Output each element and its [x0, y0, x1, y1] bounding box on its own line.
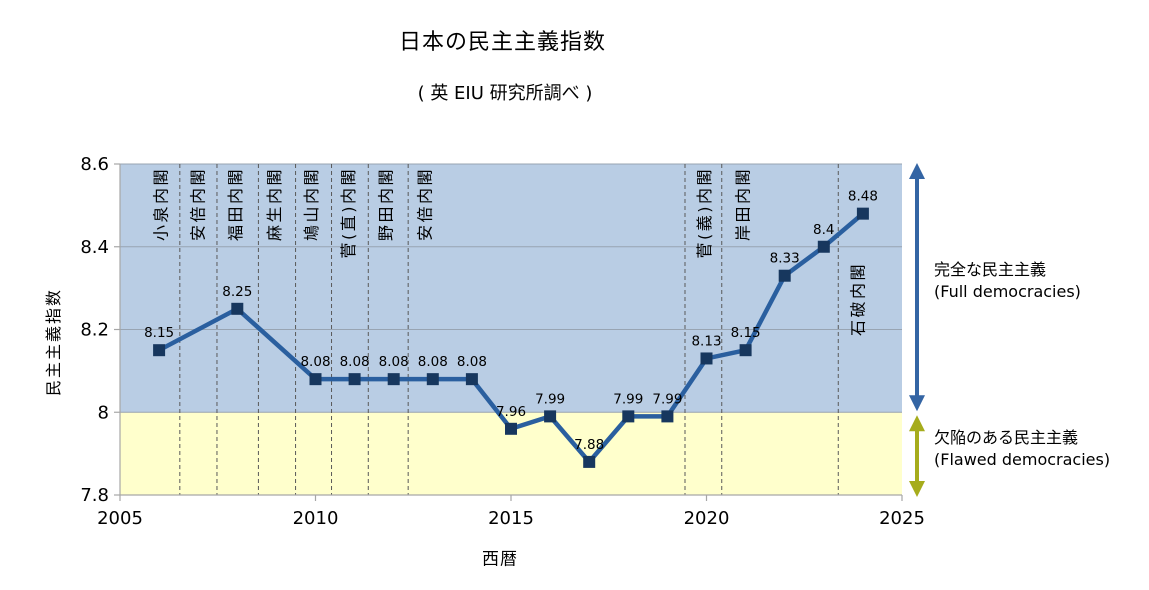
data-point-marker: [153, 344, 166, 357]
flawed-democracies-label-jp: 欠陥のある民主主義: [934, 428, 1079, 447]
full-democracies-arrow-arrowhead-down-icon: [909, 395, 925, 412]
data-point-marker: [231, 302, 244, 315]
y-tick-label: 7.8: [80, 485, 109, 506]
cabinet-label: 野田内閣: [376, 167, 395, 241]
cabinet-label: 麻生内閣: [265, 167, 284, 241]
data-point-label: 8.15: [731, 325, 761, 341]
y-tick-label: 8.6: [80, 154, 109, 175]
flawed-democracies-arrow-arrowhead-up-icon: [909, 415, 925, 432]
cabinet-label: 岸田内閣: [733, 167, 752, 241]
data-point-marker: [661, 410, 674, 423]
full-democracies-label: 完全な民主主義 (Full democracies): [934, 259, 1081, 303]
data-point-marker: [700, 352, 713, 365]
flawed-democracies-arrow-arrowhead-down-icon: [909, 481, 925, 497]
data-point-marker: [348, 373, 361, 386]
data-point-marker: [505, 422, 517, 435]
x-tick-label: 2010: [293, 508, 339, 529]
cabinet-label: 鳩山内閣: [302, 167, 321, 241]
data-point-label: 8.33: [770, 251, 800, 267]
data-point-marker: [817, 240, 830, 253]
flawed-democracies-label-en: (Flawed democracies): [934, 450, 1111, 469]
data-point-marker: [387, 373, 400, 386]
data-point-label: 8.08: [379, 354, 409, 370]
y-tick-label: 8.4: [80, 237, 109, 258]
data-point-label: 8.08: [418, 354, 448, 370]
y-tick-label: 8.2: [80, 320, 109, 341]
data-point-marker: [739, 344, 752, 357]
full-democracies-label-jp: 完全な民主主義: [934, 260, 1047, 279]
x-axis-title: 西暦: [482, 549, 518, 570]
data-point-label: 7.88: [574, 437, 604, 453]
data-point-label: 8.48: [848, 189, 878, 205]
cabinet-label: 菅(義)内閣: [695, 167, 714, 259]
cabinet-label: 福田内閣: [226, 167, 245, 241]
cabinet-label: 石破内閣: [849, 262, 868, 336]
data-point-label: 7.99: [535, 391, 565, 407]
data-point-label: 8.13: [691, 333, 721, 349]
full-democracies-label-en: (Full democracies): [934, 282, 1081, 301]
y-tick-label: 8: [98, 402, 109, 423]
data-point-label: 8.08: [457, 354, 487, 370]
region-full-democracies: [120, 164, 902, 413]
x-tick-label: 2025: [879, 508, 925, 529]
data-point-marker: [583, 455, 596, 468]
data-point-label: 8.15: [144, 325, 174, 341]
flawed-democracies-label: 欠陥のある民主主義 (Flawed democracies): [934, 427, 1110, 471]
data-point-label: 8.08: [300, 354, 330, 370]
data-point-marker: [778, 269, 791, 282]
data-point-marker: [856, 207, 869, 220]
x-tick-label: 2005: [97, 508, 143, 529]
x-tick-label: 2020: [684, 508, 730, 529]
data-point-label: 7.96: [496, 404, 526, 420]
cabinet-label: 小泉内閣: [152, 167, 171, 241]
data-point-label: 8.08: [340, 354, 370, 370]
data-point-label: 8.4: [813, 222, 834, 238]
chart-title: 日本の民主主義指数: [398, 30, 606, 55]
data-point-label: 8.25: [222, 284, 252, 300]
data-point-marker: [465, 373, 478, 386]
cabinet-label: 菅(直)内閣: [339, 167, 358, 259]
x-tick-label: 2015: [488, 508, 534, 529]
cabinet-label: 安倍内閣: [189, 167, 208, 241]
y-axis-title: 民主主義指数: [44, 287, 63, 397]
data-point-marker: [309, 373, 322, 386]
data-point-marker: [544, 410, 557, 423]
cabinet-label: 安倍内閣: [415, 167, 434, 241]
full-democracies-arrow-arrowhead-up-icon: [909, 163, 925, 179]
data-point-label: 7.99: [613, 391, 643, 407]
data-point-marker: [622, 410, 635, 423]
data-point-label: 7.99: [652, 391, 682, 407]
data-point-marker: [426, 373, 439, 386]
chart-subtitle: ( 英 EIU 研究所調べ ): [417, 83, 593, 104]
